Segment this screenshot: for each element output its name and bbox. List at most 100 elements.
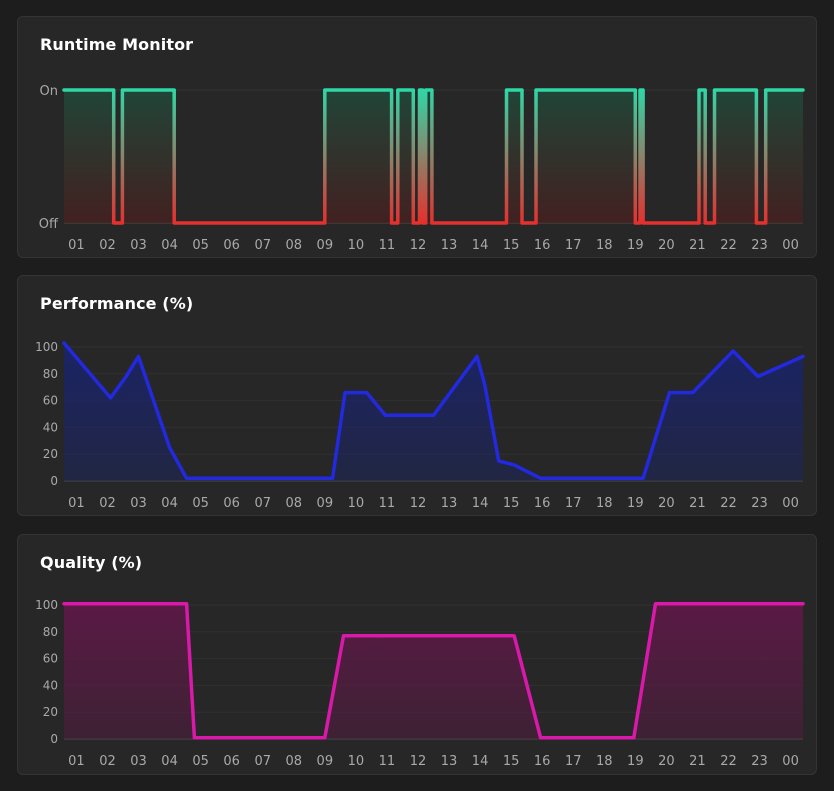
x-tick-label: 00 (782, 754, 799, 769)
y-tick-label: 100 (35, 340, 58, 354)
x-tick-label: 05 (192, 496, 209, 511)
y-tick-label: 20 (43, 447, 58, 461)
x-tick-label: 09 (317, 754, 334, 769)
runtime-line (62, 88, 805, 225)
x-tick-label: 19 (627, 238, 644, 253)
x-tick-label: 16 (534, 496, 551, 511)
x-tick-label: 20 (658, 754, 675, 769)
x-tick-label: 11 (379, 238, 396, 253)
x-tick-label: 08 (285, 238, 302, 253)
x-tick-label: 07 (254, 754, 271, 769)
x-tick-label: 16 (534, 238, 551, 253)
x-tick-label: 08 (285, 496, 302, 511)
x-tick-label: 03 (130, 496, 147, 511)
quality-card: Quality (%) 0 20 40 60 80 100 01 02 03 04 05 06 07 08… (17, 534, 817, 775)
x-tick-label: 06 (223, 754, 240, 769)
x-tick-label: 18 (596, 238, 613, 253)
x-tick-label: 14 (472, 754, 489, 769)
x-tick-label: 07 (254, 496, 271, 511)
y-tick-label: 80 (43, 367, 58, 381)
x-tick-label: 19 (627, 496, 644, 511)
runtime-monitor-chart: Off On 01 02 03 04 05 06 07 08 09 10 11 12 13 14 15 16 17 1… (39, 84, 805, 253)
x-tick-label: 00 (782, 238, 799, 253)
x-tick-label: 08 (285, 754, 302, 769)
x-tick-label: 04 (161, 496, 178, 511)
y-tick-label: 60 (43, 394, 58, 408)
x-tick-label: 21 (689, 496, 706, 511)
x-tick-label: 11 (379, 754, 396, 769)
x-tick-label: 22 (720, 238, 737, 253)
quality-title: Quality (%) (40, 553, 143, 572)
x-tick-label: 17 (565, 238, 582, 253)
x-tick-label: 17 (565, 496, 582, 511)
x-tick-label: 02 (99, 496, 116, 511)
y-tick-label: Off (39, 217, 59, 232)
x-tick-label: 02 (99, 754, 116, 769)
x-tick-label: 21 (689, 754, 706, 769)
y-tick-label: 40 (43, 420, 58, 434)
y-tick-label: 20 (43, 705, 58, 719)
y-tick-label: 0 (50, 474, 58, 488)
x-tick-label: 10 (348, 238, 365, 253)
performance-title: Performance (%) (40, 294, 194, 313)
performance-chart: 0 20 40 60 80 100 01 02 03 04 05 06 07 08 09 10 11 12 13 14… (35, 340, 805, 511)
x-tick-label: 04 (161, 754, 178, 769)
y-tick-label: 60 (43, 652, 58, 666)
x-tick-label: 14 (472, 496, 489, 511)
x-tick-label: 14 (472, 238, 489, 253)
x-tick-label: 22 (720, 496, 737, 511)
x-tick-label: 10 (348, 754, 365, 769)
runtime-monitor-card: Runtime Monitor Off On 01 02 03 04 05 06 07 08 09 1… (17, 16, 817, 258)
x-tick-label: 06 (223, 238, 240, 253)
x-tick-label: 20 (658, 238, 675, 253)
x-tick-label: 07 (254, 238, 271, 253)
performance-line (62, 341, 805, 481)
x-tick-label: 05 (192, 754, 209, 769)
x-tick-label: 11 (379, 496, 396, 511)
x-tick-label: 20 (658, 496, 675, 511)
y-tick-label: 80 (43, 625, 58, 639)
runtime-area (64, 90, 803, 223)
x-tick-label: 09 (317, 238, 334, 253)
performance-card: Performance (%) 0 20 40 60 80 100 01 02 03 04 05 06… (17, 275, 817, 516)
y-tick-label: 100 (35, 598, 58, 612)
quality-chart: 0 20 40 60 80 100 01 02 03 04 05 06 07 08 09 10 11 12 13 14… (35, 598, 805, 769)
x-tick-label: 23 (751, 496, 768, 511)
runtime-monitor-title: Runtime Monitor (40, 35, 194, 54)
x-tick-label: 03 (130, 754, 147, 769)
x-tick-label: 10 (348, 496, 365, 511)
quality-area (64, 603, 803, 739)
x-tick-label: 22 (720, 754, 737, 769)
x-tick-label: 00 (782, 496, 799, 511)
x-tick-label: 13 (441, 238, 458, 253)
x-tick-label: 19 (627, 754, 644, 769)
quality-line (62, 601, 805, 740)
x-tick-label: 13 (441, 496, 458, 511)
x-tick-label: 12 (410, 754, 427, 769)
x-tick-label: 17 (565, 754, 582, 769)
x-tick-label: 04 (161, 238, 178, 253)
y-tick-label: On (40, 84, 58, 99)
x-tick-label: 06 (223, 496, 240, 511)
x-tick-label: 12 (410, 496, 427, 511)
x-tick-label: 16 (534, 754, 551, 769)
x-tick-label: 01 (68, 238, 85, 253)
x-tick-label: 23 (751, 754, 768, 769)
x-tick-label: 15 (503, 496, 520, 511)
x-tick-label: 13 (441, 754, 458, 769)
x-tick-label: 15 (503, 754, 520, 769)
x-tick-label: 05 (192, 238, 209, 253)
x-tick-label: 21 (689, 238, 706, 253)
x-tick-label: 23 (751, 238, 768, 253)
x-tick-label: 18 (596, 496, 613, 511)
x-tick-label: 12 (410, 238, 427, 253)
x-tick-label: 15 (503, 238, 520, 253)
x-tick-label: 03 (130, 238, 147, 253)
x-tick-label: 18 (596, 754, 613, 769)
y-tick-label: 40 (43, 678, 58, 692)
y-tick-label: 0 (50, 732, 58, 746)
x-tick-label: 01 (68, 754, 85, 769)
x-tick-label: 09 (317, 496, 334, 511)
x-tick-label: 02 (99, 238, 116, 253)
x-tick-label: 01 (68, 496, 85, 511)
